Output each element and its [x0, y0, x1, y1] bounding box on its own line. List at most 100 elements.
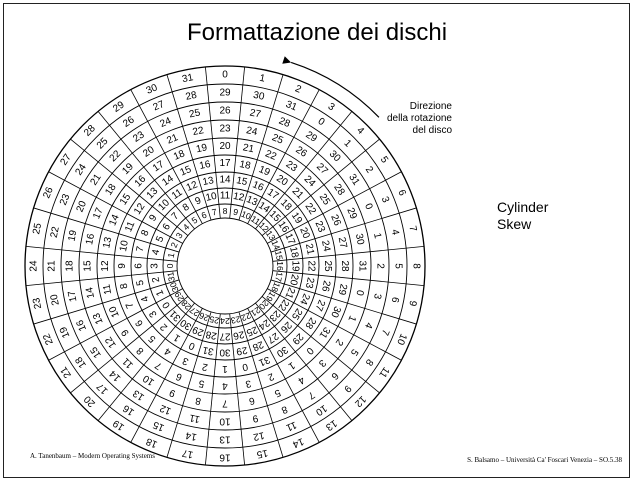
- sector-label-t1-s22: 1: [154, 288, 166, 298]
- sector-label-t4-s18: 6: [174, 370, 184, 382]
- sector-label-t7-s27: 24: [73, 162, 89, 178]
- sector-label-t0-s22: 30: [168, 281, 181, 294]
- sector-label-t0-s24: 0: [165, 263, 175, 268]
- sector-label-t0-s14: 22: [240, 310, 253, 323]
- sector-label-t0-s31: 7: [211, 207, 218, 218]
- sector-label-t7-s22: 19: [58, 325, 73, 340]
- sector-label-t0-s16: 24: [220, 316, 230, 326]
- sector-label-t1-s9: 20: [287, 273, 300, 286]
- sector-label-t2-s21: 3: [147, 308, 159, 319]
- sector-label-t4-s9: 29: [336, 283, 349, 296]
- sector-label-t3-s25: 10: [118, 239, 131, 252]
- sector-label-t8-s30: 30: [145, 82, 160, 97]
- track-ring-8: [42, 83, 408, 449]
- sector-label-t6-s8: 2: [375, 263, 386, 269]
- sector-divider-9: [272, 270, 425, 287]
- sector-label-t8-s11: 11: [376, 365, 391, 380]
- sector-label-t7-s29: 26: [121, 114, 137, 130]
- sector-label-t1-s24: 3: [150, 263, 161, 269]
- sector-divider-2: [238, 74, 284, 221]
- sector-label-t8-s5: 5: [378, 155, 390, 166]
- sector-label-t7-s8: 5: [393, 263, 404, 269]
- sector-label-t7-s24: 21: [47, 260, 58, 272]
- sector-label-t4-s21: 9: [119, 327, 131, 338]
- sector-label-t0-s1: 9: [232, 207, 239, 218]
- sector-label-t5-s8: 31: [357, 260, 368, 272]
- sector-label-t1-s1: 12: [232, 191, 245, 204]
- sector-label-t0-s25: 1: [166, 252, 177, 259]
- sector-label-t5-s23: 14: [84, 286, 97, 299]
- sector-divider-8: [272, 245, 425, 262]
- sector-label-t3-s29: 14: [160, 173, 176, 189]
- sector-label-t5-s5: 28: [331, 182, 347, 198]
- sector-label-t1-s26: 5: [154, 234, 166, 244]
- sector-label-t6-s7: 1: [371, 232, 383, 240]
- sector-label-t8-s23: 23: [31, 296, 44, 309]
- sector-label-t2-s10: 24: [297, 292, 312, 307]
- sector-label-t2-s19: 1: [171, 331, 182, 343]
- sector-divider-31: [166, 74, 212, 221]
- sector-label-t3-s19: 4: [162, 345, 173, 357]
- sector-label-t8-s12: 12: [352, 393, 368, 409]
- sector-label-t6-s9: 3: [371, 292, 383, 300]
- sector-label-t5-s24: 15: [83, 260, 94, 272]
- sector-label-t2-s31: 13: [202, 175, 215, 188]
- sector-label-t1-s27: 6: [161, 221, 173, 232]
- sector-label-t7-s2: 31: [284, 99, 299, 114]
- sector-label-t6-s14: 8: [279, 403, 289, 415]
- sector-label-t7-s5: 2: [363, 165, 375, 176]
- sector-label-t5-s26: 17: [91, 206, 106, 221]
- sector-label-t5-s13: 4: [295, 374, 306, 386]
- sector-label-t6-s2: 28: [277, 116, 292, 131]
- track-ring-9: [24, 65, 426, 467]
- sector-label-t6-s23: 17: [66, 289, 79, 302]
- sector-divider-17: [204, 313, 221, 466]
- cylinder-skew-line-2: Skew: [497, 216, 532, 232]
- sector-label-t2-s26: 8: [139, 228, 151, 238]
- sector-label-t6-s0: 26: [219, 106, 231, 117]
- sector-label-t1-s30: 9: [194, 195, 204, 207]
- sector-label-t3-s13: 30: [274, 344, 290, 360]
- sector-label-t1-s28: 7: [170, 210, 182, 222]
- sector-label-t3-s23: 8: [118, 282, 130, 290]
- sector-label-t2-s9: 23: [303, 276, 316, 289]
- sector-label-t4-s4: 24: [302, 174, 318, 190]
- sector-label-t1-s21: 0: [160, 299, 172, 310]
- sector-label-t6-s26: 20: [75, 199, 90, 214]
- sector-divider-7: [270, 207, 417, 253]
- sector-label-t4-s26: 14: [107, 213, 122, 228]
- sector-label-t2-s27: 9: [147, 212, 159, 223]
- sector-label-t0-s18: 26: [197, 310, 210, 323]
- sector-divider-26: [33, 207, 180, 253]
- sector-label-t0-s7: 15: [273, 250, 285, 262]
- sector-label-t7-s30: 27: [152, 99, 167, 114]
- sector-label-t2-s18: 0: [187, 339, 197, 351]
- sector-label-t0-s2: 10: [240, 209, 253, 222]
- sector-divider-23: [33, 279, 180, 325]
- sector-label-t7-s13: 10: [313, 402, 329, 418]
- sector-label-t7-s1: 30: [252, 90, 265, 103]
- sector-label-t2-s14: 28: [250, 338, 265, 353]
- sector-label-t4-s28: 16: [133, 173, 149, 189]
- sector-label-t5-s0: 23: [219, 124, 231, 135]
- track-ring-6: [78, 119, 372, 413]
- sector-label-t6-s24: 18: [65, 260, 76, 272]
- sector-label-t2-s6: 20: [297, 226, 312, 241]
- sector-label-t5-s27: 18: [103, 182, 119, 198]
- sector-label-t4-s30: 18: [172, 148, 187, 163]
- sector-label-t3-s14: 31: [257, 353, 272, 368]
- sector-label-t1-s16: 27: [219, 331, 231, 342]
- sector-label-t5-s10: 1: [345, 314, 357, 324]
- sector-label-t3-s15: 0: [241, 361, 249, 373]
- sector-label-t7-s17: 14: [184, 429, 197, 442]
- sector-label-t8-s28: 28: [82, 123, 98, 139]
- sector-label-t3-s18: 3: [181, 354, 191, 366]
- sector-label-t7-s10: 7: [379, 328, 391, 338]
- sector-label-t2-s15: 29: [235, 344, 248, 357]
- sector-label-t3-s8: 25: [322, 260, 333, 272]
- sector-label-t5-s9: 0: [353, 289, 365, 297]
- sector-label-t8-s17: 17: [181, 447, 194, 460]
- sector-label-t6-s5: 31: [346, 172, 362, 188]
- sector-divider-15: [238, 311, 284, 458]
